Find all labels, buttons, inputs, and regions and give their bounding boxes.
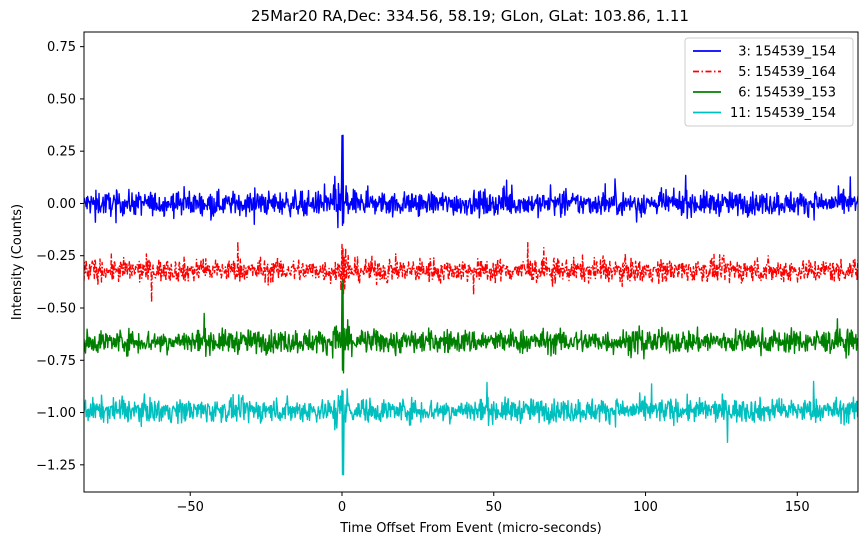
y-tick-label: −0.75 <box>36 354 76 369</box>
legend-frame <box>684 37 854 127</box>
legend-entry-label: 11: 154539_154 <box>730 106 836 121</box>
x-tick-label: 0 <box>338 500 346 515</box>
legend-entry-label: 6: 154539_153 <box>730 86 836 101</box>
y-tick-label: −0.50 <box>36 302 76 317</box>
y-tick-label: 0.00 <box>47 197 76 212</box>
y-tick-label: −1.00 <box>36 406 76 421</box>
y-tick-label: 0.25 <box>47 145 76 160</box>
series-layer <box>84 134 858 476</box>
legend: 3: 154539_154 5: 154539_164 6: 154539_15… <box>684 37 854 127</box>
series-line-3 <box>84 278 858 374</box>
legend-entry-label: 5: 154539_164 <box>730 65 836 80</box>
y-tick-label: −1.25 <box>36 458 76 473</box>
plot-frame <box>83 31 859 493</box>
x-tick-label: 100 <box>633 500 658 515</box>
series-line-4 <box>84 380 858 476</box>
series-line-2 <box>84 240 858 303</box>
x-axis-label: Time Offset From Event (micro-seconds) <box>339 521 602 536</box>
series-line-1 <box>84 134 858 229</box>
chart-title: 25Mar20 RA,Dec: 334.56, 58.19; GLon, GLa… <box>251 7 689 25</box>
y-tick-label: −0.25 <box>36 249 76 264</box>
y-tick-label: 0.50 <box>47 92 76 107</box>
x-tick-label: 50 <box>485 500 502 515</box>
y-axis-label: Intensity (Counts) <box>10 204 25 320</box>
ticks-layer: −50 0 50 100 150 0.75 0.50 0.25 0.00 −0.25 −0.50 −0… <box>36 40 810 515</box>
legend-entry-label: 3: 154539_154 <box>730 45 836 60</box>
y-tick-label: 0.75 <box>47 40 76 55</box>
x-tick-label: 150 <box>785 500 810 515</box>
x-tick-label: −50 <box>177 500 204 515</box>
